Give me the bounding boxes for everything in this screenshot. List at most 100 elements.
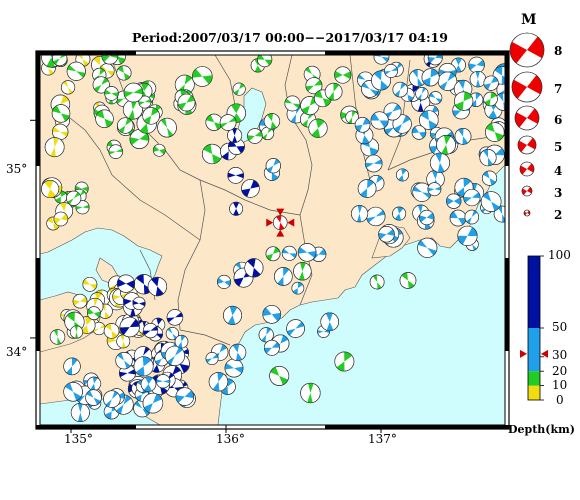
earthquake-mechanism [334,66,352,84]
earthquake-mechanism [373,55,390,65]
earthquake-mechanism [63,357,81,376]
mag-label-7: 7 [554,82,563,96]
magnitude-legend-title: M [521,12,537,28]
earthquake-mechanism [320,312,339,332]
earthquake-mechanism [95,109,114,128]
earthquake-mechanism [116,65,132,81]
earthquake-mechanism [419,110,439,130]
mag-label-5: 5 [554,140,563,154]
earthquake-mechanism [479,149,497,167]
earthquake-mechanism [86,376,102,391]
earthquake-mechanism [227,167,245,184]
earthquake-mechanism [52,55,68,67]
earthquake-mechanism [177,93,196,112]
earthquake-mechanism [244,258,264,278]
earthquake-mechanism [370,111,389,130]
earthquake-mechanism [421,68,440,87]
earthquake-mechanism [223,305,243,325]
earthquake-mechanism [485,122,505,142]
earthquake-mechanism [468,56,485,74]
earthquake-mechanism [454,127,472,145]
earthquake-mechanism [104,86,119,101]
earthquake-mechanism [122,99,143,120]
earthquake-mechanism [364,154,383,173]
earthquake-mechanism [480,191,502,212]
earthquake-mechanism [49,329,66,345]
earthquake-mechanism [350,205,369,223]
earthquake-mechanism [428,91,443,105]
earthquake-mechanism [166,309,184,326]
depth-legend [520,255,548,401]
earthquake-mechanism [257,55,273,68]
earthquake-mechanism [369,274,385,290]
earthquake-mechanism [44,137,65,158]
earthquake-mechanism [464,209,480,225]
magnitude-legend-symbol-8 [509,32,545,68]
lon-label-136: 136° [216,432,245,446]
earthquake-mechanism [263,339,280,356]
earthquake-mechanism [300,96,320,116]
main-event-marker-bottom [276,229,285,237]
earthquake-mechanism [108,144,124,159]
depth-segment-0-10 [528,385,540,400]
depth-tick-20: 20 [552,364,568,378]
earthquake-mechanism [60,80,76,95]
earthquake-mechanism [293,262,312,281]
map-frame [35,50,510,430]
depth-tick-100: 100 [548,248,571,262]
earthquake-mechanism [85,389,102,406]
earthquake-mechanism [115,351,133,370]
magnitude-legend-symbol-6 [514,105,540,131]
earthquake-mechanism [449,209,467,227]
earthquake-mechanism [156,374,171,389]
earthquake-mechanism [232,82,246,96]
earthquake-mechanism [392,81,408,98]
main-event-layer [266,208,295,237]
earthquake-mechanism [247,128,263,144]
earthquake-mechanism [429,152,450,173]
earthquake-mechanism [446,193,462,209]
depth-segment-50-100 [528,256,540,328]
earthquake-mechanism [481,170,498,186]
focal-mechanism-layer [41,55,505,423]
earthquake-mechanism [219,114,237,131]
depth-legend-title: Depth(km) [508,423,575,436]
earthquake-mechanism [392,114,412,134]
earthquake-mechanism [436,134,456,155]
map-title: Period:2007/03/17 00:00−−2017/03/17 04:1… [132,30,448,45]
main-event-mechanism [272,215,288,230]
earthquake-mechanism [53,211,69,227]
magnitude-legend-symbol-7 [511,71,543,103]
earthquake-mechanism [297,243,317,262]
earthquake-mechanism [265,158,281,174]
earthquake-mechanism [384,64,398,78]
earthquake-mechanism [454,91,474,111]
earthquake-mechanism [411,125,427,140]
earthquake-mechanism [140,376,157,392]
earthquake-mechanism [101,55,119,65]
earthquake-mechanism [378,226,395,243]
earthquake-mechanism [300,382,321,404]
earthquake-mechanism [103,390,121,408]
earthquake-mechanism [208,372,229,392]
earthquake-mechanism [75,200,90,215]
earthquake-mechanism [419,209,435,226]
earthquake-mechanism [92,76,110,94]
earthquake-mechanism [70,403,90,423]
lat-label-35: 35° [6,162,28,176]
earthquake-mechanism [469,70,487,88]
mag-label-4: 4 [554,164,563,178]
lon-label-137: 137° [368,432,397,446]
magnitude-legend-symbol-5 [517,135,537,155]
earthquake-mechanism [427,182,442,197]
earthquake-mechanism [142,107,160,125]
earthquake-mechanism [123,82,144,103]
earthquake-mechanism [66,61,86,81]
mag-label-8: 8 [554,44,563,58]
earthquake-mechanism [262,305,282,324]
earthquake-mechanism [201,143,223,165]
mag-label-3: 3 [554,186,563,200]
depth-segment-20-50 [528,328,540,372]
magnitude-legend-symbol-4 [519,161,535,177]
